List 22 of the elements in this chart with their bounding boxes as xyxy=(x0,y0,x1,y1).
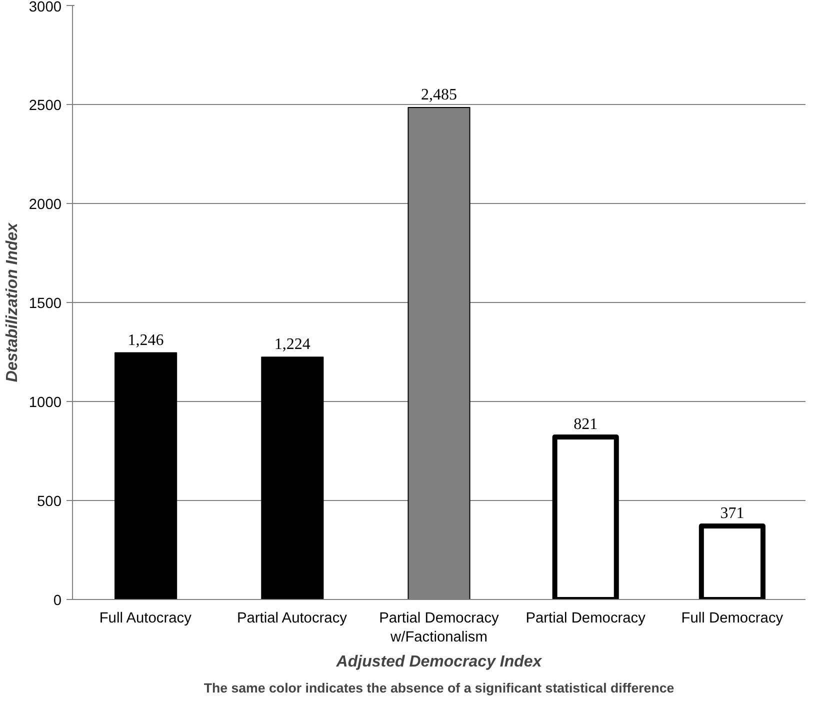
y-tick-label: 500 xyxy=(37,494,62,510)
y-tick-label: 2000 xyxy=(28,197,62,213)
data-label: 1,224 xyxy=(274,336,310,354)
x-axis-title: Adjusted Democracy Index xyxy=(335,654,543,671)
y-tick-label: 3000 xyxy=(28,0,62,16)
x-tick-label: Partial Autocracy xyxy=(237,610,348,626)
bar xyxy=(261,356,324,600)
data-label: 821 xyxy=(574,416,598,433)
data-label: 2,485 xyxy=(421,86,457,104)
data-label: 371 xyxy=(720,505,744,522)
y-axis-title: Destabilization Index xyxy=(4,222,21,382)
x-tick-label: Partial Democracy w/Factionalism xyxy=(379,610,500,646)
bar xyxy=(114,352,178,600)
y-tick-label: 2500 xyxy=(28,98,62,114)
y-tick-label: 0 xyxy=(53,593,62,609)
y-tick-label: 1000 xyxy=(28,395,62,411)
text: The same color indicates the absence of a significant statistical difference xyxy=(204,680,674,696)
y-tick-label: 1500 xyxy=(28,296,62,312)
x-tick-label: Partial Democracy xyxy=(526,610,646,626)
data-label: 1,246 xyxy=(128,332,164,349)
x-tick-label: Full Autocracy xyxy=(99,610,192,626)
x-tick-label: Full Democracy xyxy=(681,610,784,626)
